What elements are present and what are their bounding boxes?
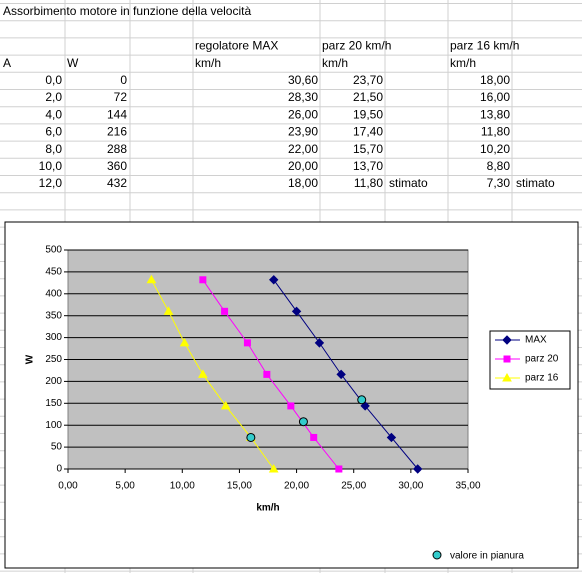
marker [310, 433, 318, 441]
data-cell: 21,50 [353, 90, 383, 104]
x-tick-label: 0,00 [58, 481, 78, 492]
y-tick-label: 200 [45, 376, 62, 387]
x-tick-label: 35,00 [455, 481, 480, 492]
legend-label: valore in pianura [450, 551, 524, 562]
y-tick-label: 150 [45, 398, 62, 409]
x-tick-label: 20,00 [284, 481, 309, 492]
data-cell: 432 [107, 176, 127, 190]
marker [432, 550, 442, 560]
data-cell: 0,0 [45, 73, 62, 87]
data-cell: 216 [107, 125, 127, 139]
marker [314, 338, 325, 348]
marker [246, 432, 256, 442]
marker [502, 335, 512, 345]
data-cell: 26,00 [288, 107, 318, 121]
data-cell: 144 [107, 107, 127, 121]
data-cell: 19,50 [353, 107, 383, 121]
sheet-title: Assorbimento motore in funzione della ve… [3, 4, 251, 18]
unit-cell: A [3, 56, 11, 70]
data-cell: 72 [114, 90, 128, 104]
header-cell: parz 20 km/h [322, 39, 391, 53]
marker [263, 370, 271, 378]
data-cell: 10,0 [39, 159, 63, 173]
data-cell: 8,0 [45, 142, 62, 156]
data-cell: 11,80 [354, 176, 383, 190]
y-tick-label: 300 [45, 332, 62, 343]
y-tick-label: 100 [45, 420, 62, 431]
data-cell: 288 [107, 142, 127, 156]
data-cell: 7,30 [487, 176, 511, 190]
data-cell: 28,30 [288, 90, 318, 104]
data-cell: 30,60 [288, 73, 318, 87]
y-tick-label: 250 [45, 354, 62, 365]
marker [336, 369, 346, 380]
y-tick-label: 450 [45, 267, 62, 278]
x-tick-label: 5,00 [115, 481, 135, 492]
data-cell: 2,0 [45, 90, 62, 104]
marker [243, 339, 251, 347]
data-cell: 18,00 [480, 73, 510, 87]
data-cell: 23,70 [353, 73, 383, 87]
note-cell: stimato [389, 176, 428, 190]
x-axis-title: km/h [256, 503, 279, 514]
marker [221, 307, 229, 315]
note-cell: stimato [516, 176, 555, 190]
marker [269, 275, 279, 285]
marker [197, 369, 208, 378]
legend-label: parz 20 [525, 354, 559, 365]
unit-cell: km/h [322, 56, 348, 70]
marker [298, 417, 308, 427]
y-tick-label: 500 [45, 245, 62, 256]
y-tick-label: 50 [51, 442, 63, 453]
data-cell: 16,00 [480, 90, 510, 104]
data-cell: 360 [107, 159, 127, 173]
unit-cell: km/h [450, 56, 476, 70]
data-cell: 0 [120, 73, 127, 87]
x-tick-label: 30,00 [398, 481, 423, 492]
header-cell: regolatore MAX [195, 39, 278, 53]
header-cell: parz 16 km/h [450, 39, 519, 53]
data-cell: 23,90 [288, 125, 318, 139]
data-cell: 4,0 [45, 107, 62, 121]
data-cell: 13,70 [353, 159, 383, 173]
x-tick-label: 15,00 [227, 481, 252, 492]
marker [163, 306, 174, 315]
y-tick-label: 350 [45, 310, 62, 321]
marker [146, 274, 157, 284]
marker [502, 372, 512, 382]
legend-label: parz 16 [525, 373, 559, 384]
data-cell: 15,70 [353, 142, 383, 156]
data-cell: 20,00 [288, 159, 318, 173]
y-tick-label: 400 [45, 288, 62, 299]
marker [179, 337, 190, 347]
data-cell: 17,40 [353, 125, 383, 139]
marker [220, 400, 231, 410]
x-tick-label: 25,00 [341, 481, 366, 492]
marker [268, 463, 279, 473]
data-cell: 18,00 [288, 176, 318, 190]
marker [357, 395, 367, 405]
marker [287, 402, 295, 410]
marker [335, 465, 343, 473]
data-cell: 11,80 [481, 125, 510, 139]
legend-label: MAX [525, 335, 547, 346]
data-cell: 13,80 [480, 107, 510, 121]
x-tick-label: 10,00 [170, 481, 195, 492]
marker [503, 355, 511, 363]
data-cell: 12,0 [39, 176, 63, 190]
marker [291, 306, 302, 317]
marker [386, 432, 397, 443]
unit-cell: km/h [195, 56, 221, 70]
marker [199, 276, 207, 284]
data-cell: 8,80 [487, 159, 511, 173]
y-tick-label: 0 [56, 464, 62, 475]
data-cell: 10,20 [480, 142, 510, 156]
marker [413, 464, 423, 474]
unit-cell: W [67, 56, 79, 70]
data-cell: 6,0 [45, 125, 62, 139]
data-cell: 22,00 [288, 142, 318, 156]
y-axis-title: W [25, 354, 36, 364]
